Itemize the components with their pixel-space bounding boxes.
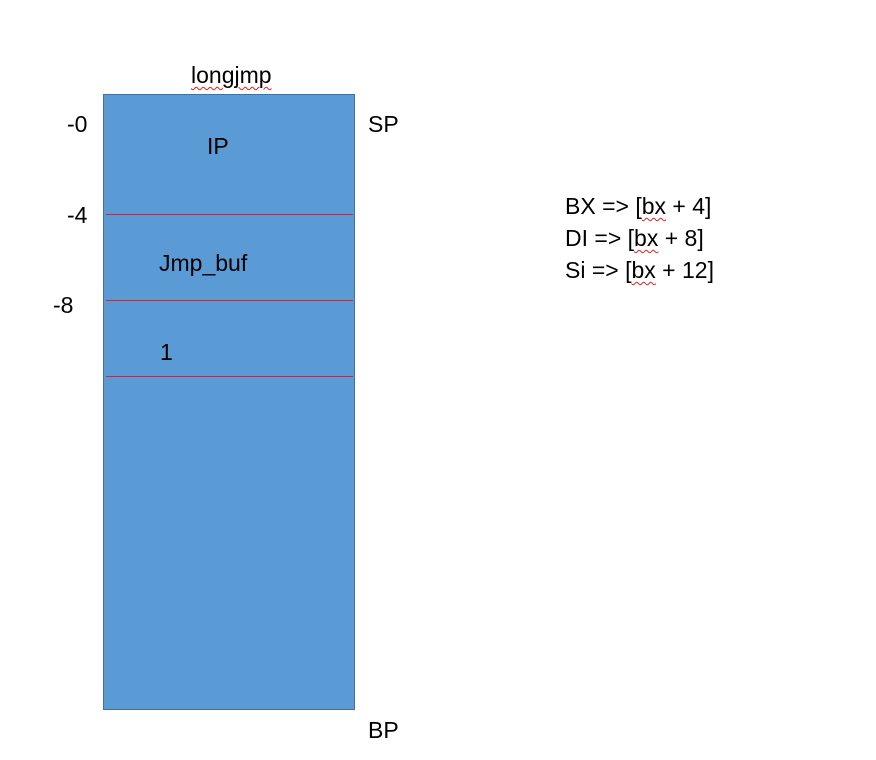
register-suffix: + 4]: [666, 193, 712, 219]
diagram-title: longjmp: [191, 62, 272, 88]
register-suffix: + 12]: [655, 257, 714, 283]
register-prefix: Si => [: [565, 257, 632, 283]
offset-label-8: -8: [53, 292, 74, 318]
stack-cell-value: 1: [160, 339, 173, 365]
stack-cell-jmp-buf: Jmp_buf: [159, 250, 248, 276]
stack-pointer-label: SP: [368, 111, 399, 137]
register-prefix: DI => [: [565, 225, 635, 251]
offset-label-0: -0: [67, 111, 88, 137]
register-line-si: Si => [bx + 12]: [565, 254, 714, 286]
stack-frame: [103, 94, 355, 710]
offset-label-4: -4: [67, 202, 88, 228]
register-line-bx: BX => [bx + 4]: [565, 190, 714, 222]
slot-divider-3: [106, 376, 353, 377]
register-base: bx: [641, 193, 667, 219]
register-base: bx: [631, 257, 656, 283]
register-base: bx: [634, 225, 659, 251]
slot-divider-2: [106, 300, 353, 301]
register-suffix: + 8]: [658, 225, 704, 251]
slot-divider-1: [106, 214, 353, 215]
base-pointer-label: BP: [368, 717, 399, 743]
register-prefix: BX => [: [565, 193, 642, 219]
register-mapping: BX => [bx + 4] DI => [bx + 8] Si => [bx …: [565, 190, 714, 286]
register-line-di: DI => [bx + 8]: [565, 222, 714, 254]
stack-cell-ip: IP: [207, 133, 229, 159]
